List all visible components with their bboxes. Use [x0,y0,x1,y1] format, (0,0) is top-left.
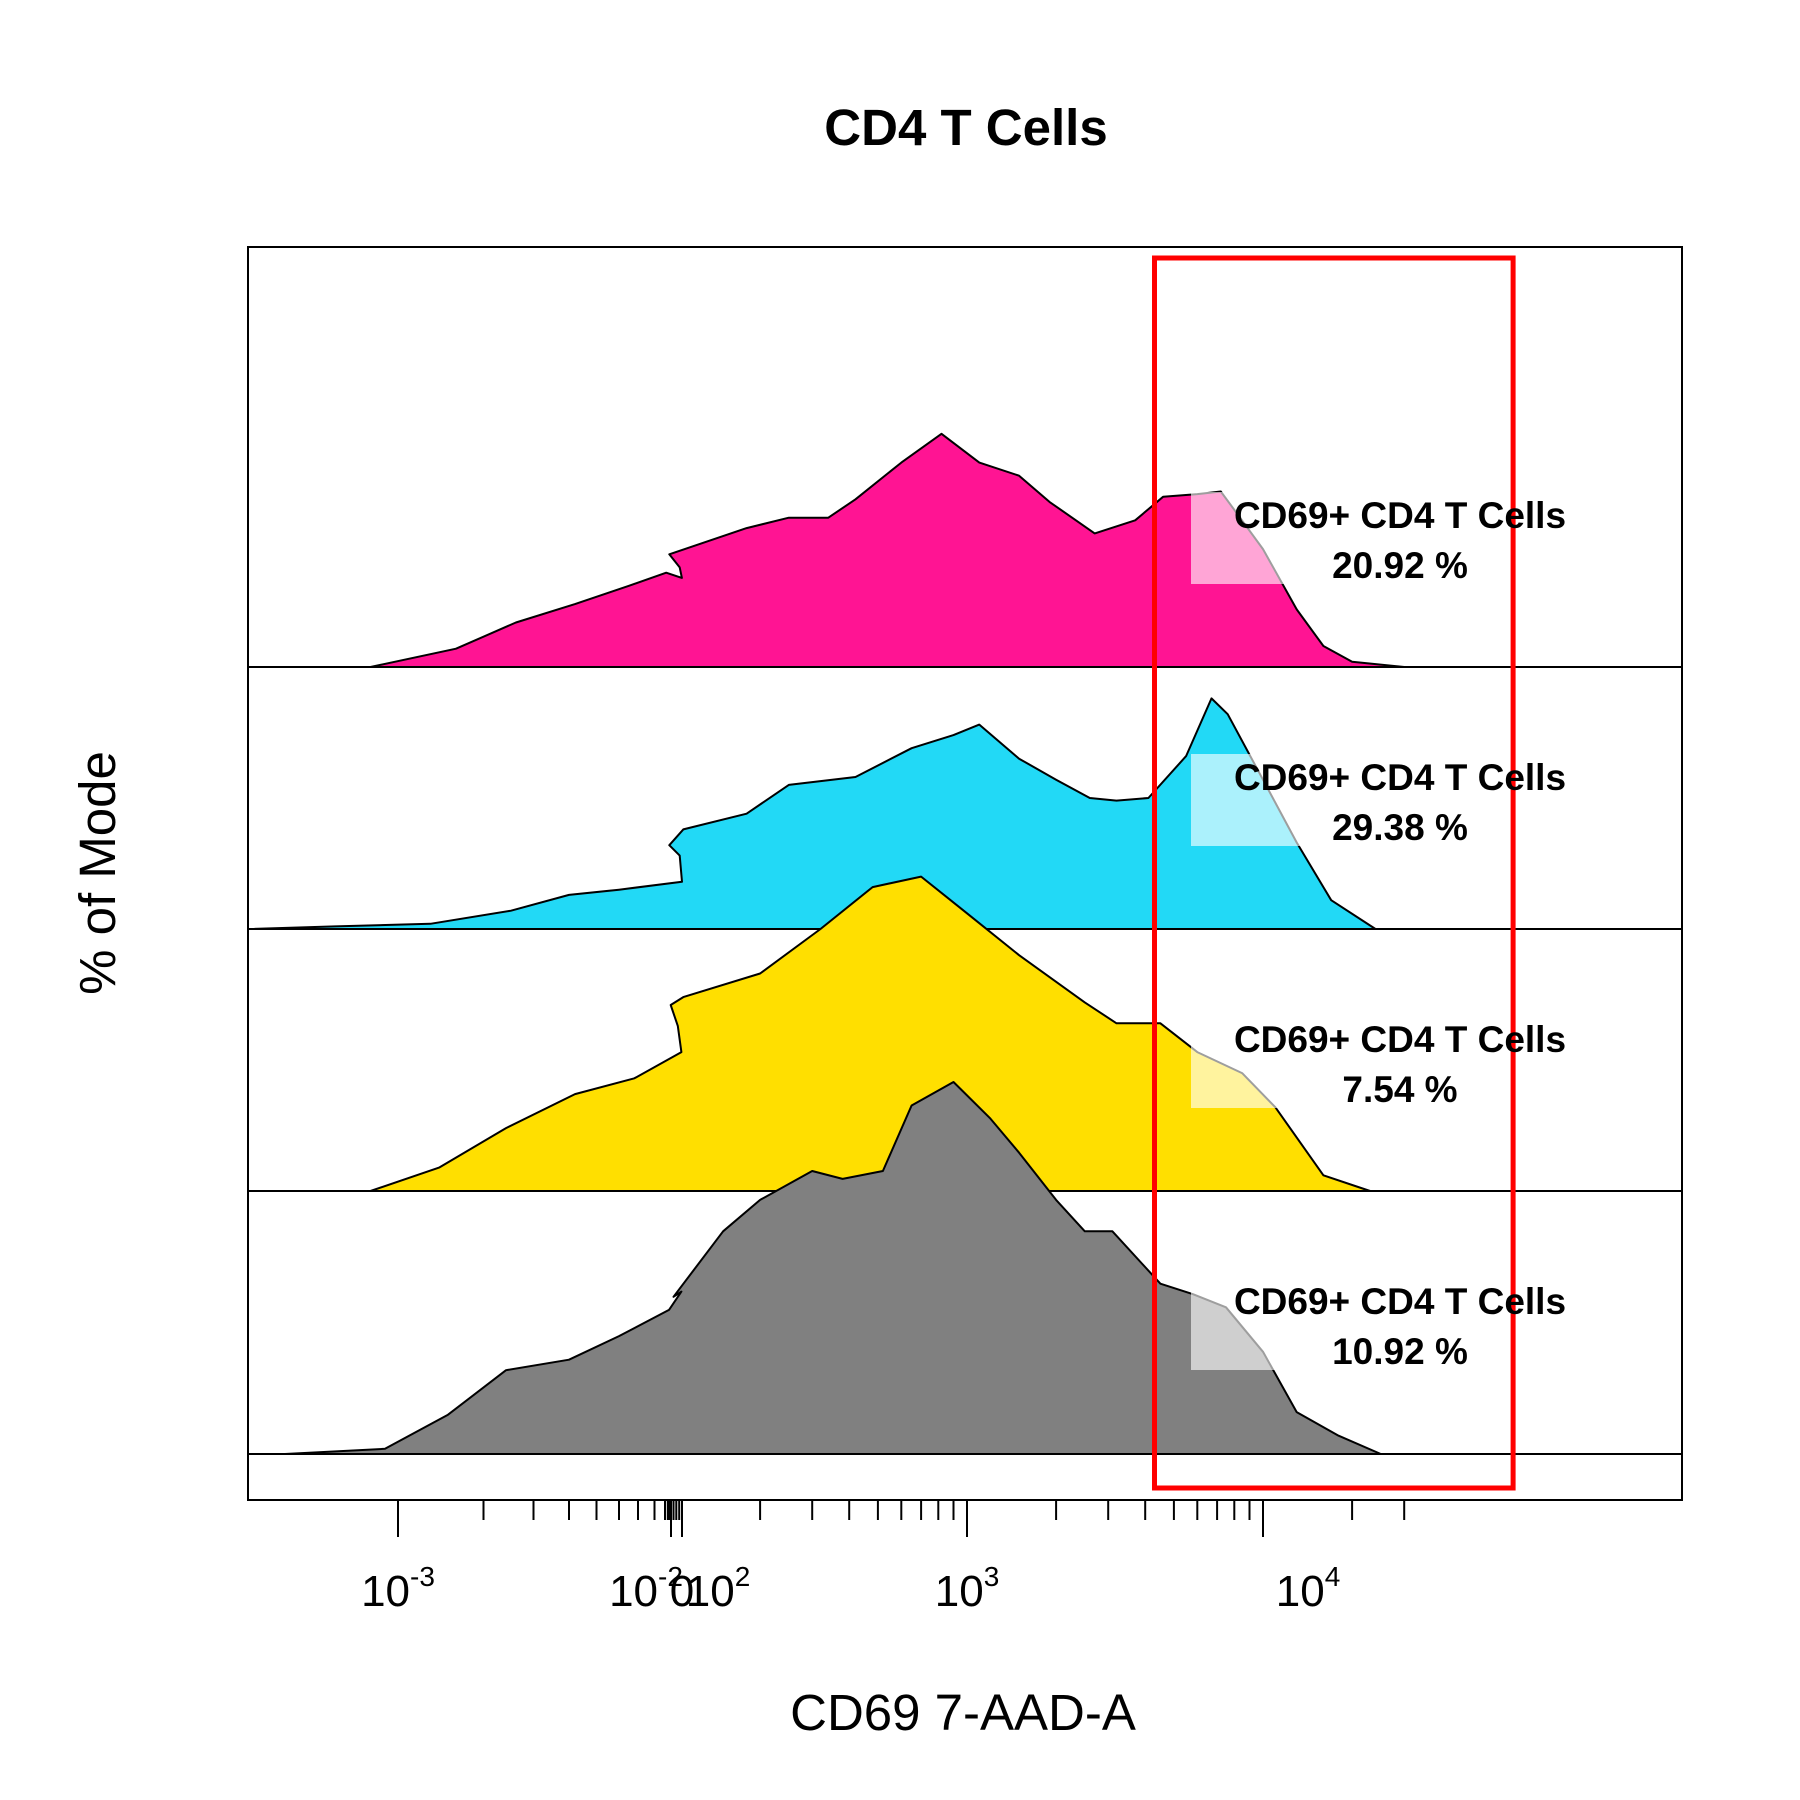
gate-label-percent-3: 7.54 % [1342,1069,1457,1110]
gate-rectangle [1152,255,1516,1491]
plot-frame [247,246,1683,1501]
x-tick-label-4: 103 [935,1561,1000,1616]
x-tick-label-0: 10-3 [361,1561,435,1616]
gate-label-percent-1: 20.92 % [1332,545,1468,586]
gate-label-background-3 [1191,1016,1331,1108]
gate-labels: CD69+ CD4 T Cells 20.92 % CD69+ CD4 T Cell… [1191,492,1566,1372]
x-tick-label-2: 0 [670,1567,694,1616]
x-axis-ticks [397,1500,1406,1537]
gate-label-name-2: CD69+ CD4 T Cells [1234,757,1566,798]
chart-title: CD4 T Cells [824,99,1107,156]
gate-label-background-4 [1191,1278,1331,1370]
x-tick-label-5: 104 [1276,1561,1341,1616]
gate-label-percent-4: 10.92 % [1332,1331,1468,1372]
gate-label-percent-2: 29.38 % [1332,807,1468,848]
x-tick-label-3: 102 [686,1561,751,1616]
y-axis-label: % of Mode [69,751,126,995]
gate-label-name-4: CD69+ CD4 T Cells [1234,1281,1566,1322]
gate-label-name-3: CD69+ CD4 T Cells [1234,1019,1566,1060]
series-layer [248,432,1682,1455]
series-area-2 [248,697,1377,930]
gate-label-background-1 [1191,492,1331,584]
gate-label-name-1: CD69+ CD4 T Cells [1234,495,1566,536]
gate-label-background-2 [1191,754,1331,846]
x-tick-label-1: 10-2 [609,1561,683,1616]
x-axis-label: CD69 7-AAD-A [790,1684,1136,1741]
